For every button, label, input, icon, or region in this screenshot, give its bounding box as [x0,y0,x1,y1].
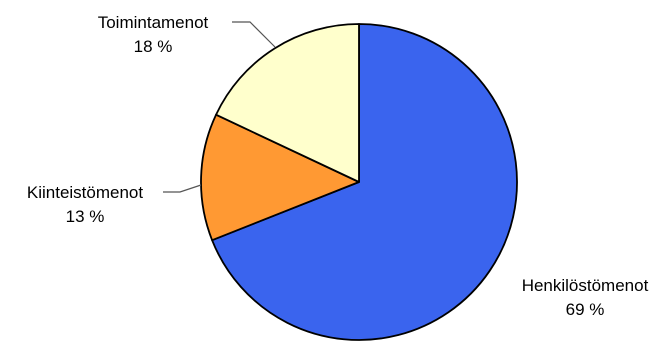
slice-labels: Henkilöstömenot 69 % Kiinteistömenot 13 … [27,13,649,319]
label-henkilostomenot-value: 69 % [566,300,605,319]
pie-slice-kiinteistomenot [200,113,360,242]
pie-slice-toimintamenot [215,23,360,183]
label-henkilostomenot-name: Henkilöstömenot [522,276,649,295]
pie-slices [200,23,518,341]
label-kiinteistomenot-name: Kiinteistömenot [27,183,144,202]
pie-slice-henkilostomenot [211,23,518,341]
leader-line-kiinteistomenot [163,184,202,193]
label-toimintamenot-name: Toimintamenot [98,13,209,32]
leader-lines [163,21,276,193]
leader-line-toimintamenot [232,21,276,48]
label-toimintamenot-value: 18 % [134,37,173,56]
label-kiinteistomenot-value: 13 % [66,207,105,226]
